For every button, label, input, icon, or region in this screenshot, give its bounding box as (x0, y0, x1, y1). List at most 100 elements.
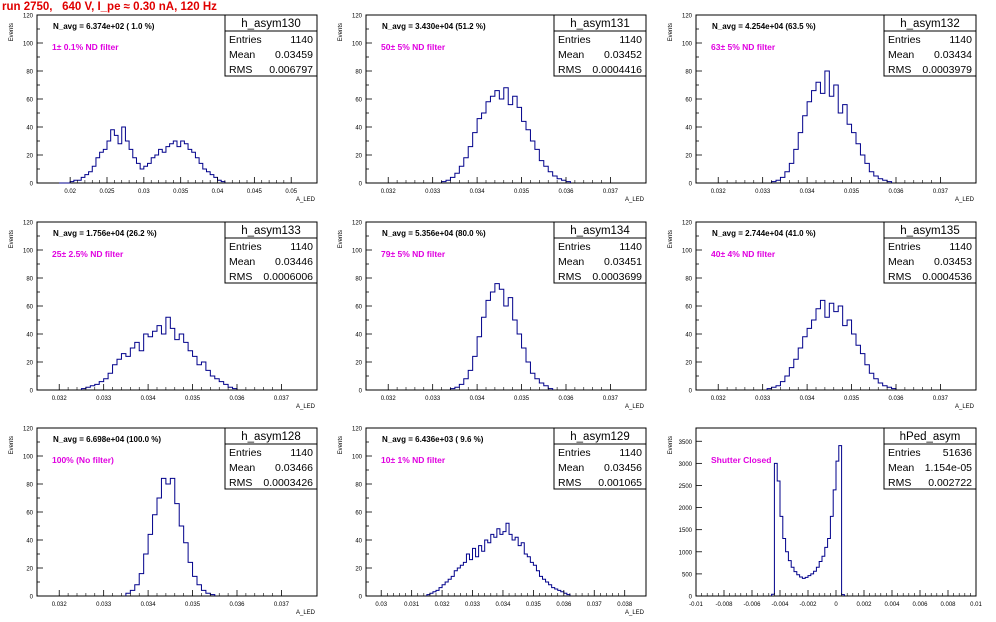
y-axis-label: Events (668, 230, 674, 248)
x-tick-label: 0.05 (285, 189, 297, 195)
y-tick-label: 0 (30, 182, 34, 188)
x-tick-label: 0.033 (755, 396, 771, 402)
histogram-panel: 0 20 40 60 80 100 120 0.032 0.033 0.034 0.035 0.036… (9, 427, 318, 616)
stats-rms-label: RMS (229, 271, 252, 283)
y-tick-label: 500 (682, 572, 693, 578)
y-tick-label: 60 (26, 98, 33, 104)
stats-box (553, 14, 647, 77)
y-tick-label: 3000 (679, 462, 693, 468)
y-tick-label: 20 (26, 154, 33, 160)
histogram-name: h_asym130 (241, 18, 300, 30)
x-tick-label: 0.032 (711, 396, 727, 402)
y-tick-label: 40 (355, 333, 362, 339)
y-tick-label: 20 (685, 361, 692, 367)
x-tick-label: 0.045 (247, 189, 263, 195)
y-tick-label: 2000 (679, 506, 693, 512)
y-tick-label: 120 (352, 221, 363, 227)
stats-rms-value: 0.006797 (269, 64, 313, 76)
stats-box (553, 427, 647, 490)
stats-rms-label: RMS (558, 271, 581, 283)
x-tick-label: 0.033 (425, 189, 441, 195)
x-tick-label: 0.033 (465, 602, 481, 608)
stats-mean-label: Mean (558, 256, 584, 268)
histogram-line (449, 283, 554, 390)
histogram-name: h_asym132 (900, 18, 959, 30)
filter-annotation: 50± 5% ND filter (381, 42, 446, 52)
y-tick-label: 3500 (679, 440, 693, 446)
x-tick-label: 0.036 (556, 602, 572, 608)
x-axis-label: A_LED (625, 404, 645, 410)
x-tick-label: 0.03 (138, 189, 150, 195)
y-tick-label: 40 (26, 333, 33, 339)
x-tick-label: 0 (834, 602, 838, 608)
stats-rms-label: RMS (558, 64, 581, 76)
y-tick-label: 0 (689, 595, 693, 601)
stats-rms-label: RMS (229, 477, 252, 489)
y-tick-label: 2500 (679, 484, 693, 490)
y-tick-label: 80 (355, 277, 362, 283)
histogram-panel: 0 500 1000 1500 2000 2500 3000 3500 -0.01 -0.008 -… (668, 427, 982, 608)
y-tick-label: 0 (689, 389, 693, 395)
stats-mean-value: 0.03446 (275, 256, 313, 268)
stats-entries-value: 1140 (619, 447, 642, 459)
y-tick-label: 60 (355, 305, 362, 311)
y-tick-label: 0 (359, 182, 363, 188)
x-tick-label: 0.032 (381, 189, 397, 195)
histogram-line (771, 70, 893, 183)
x-tick-label: 0.02 (64, 189, 76, 195)
x-tick-label: 0.036 (888, 396, 904, 402)
x-tick-label: 0.035 (844, 189, 860, 195)
y-tick-label: 20 (685, 154, 692, 160)
x-tick-label: 0.035 (185, 396, 201, 402)
y-tick-label: 40 (355, 126, 362, 132)
histogram-line (426, 522, 571, 596)
x-tick-label: 0.034 (470, 396, 486, 402)
stats-rms-label: RMS (888, 271, 911, 283)
histogram-name: h_asym131 (570, 18, 629, 30)
histogram-panel: 0 20 40 60 80 100 120 0.032 0.033 0.034 0.035 0.036… (338, 221, 647, 410)
stats-entries-value: 1140 (949, 241, 972, 253)
histogram-line (766, 299, 897, 390)
stats-rms-value: 0.001065 (598, 477, 642, 489)
y-tick-label: 20 (26, 361, 33, 367)
y-axis-label: Events (338, 23, 344, 41)
stats-mean-label: Mean (558, 462, 584, 474)
x-tick-label: 0.037 (274, 396, 290, 402)
stats-mean-value: 0.03451 (604, 256, 642, 268)
x-tick-label: 0.033 (755, 189, 771, 195)
stats-rms-label: RMS (888, 64, 911, 76)
y-tick-label: 20 (355, 154, 362, 160)
y-axis-label: Events (9, 23, 15, 41)
x-tick-label: -0.008 (715, 602, 733, 608)
y-tick-label: 20 (355, 361, 362, 367)
histogram-panel: 0 20 40 60 80 100 120 0.03 0.031 0.032 0.033 0.034 0… (338, 427, 647, 616)
histogram-line (771, 445, 845, 596)
page-title: run 2750, 640 V, I_pe ≈ 0.30 nA, 120 Hz (2, 1, 217, 13)
y-axis-label: Events (338, 436, 344, 454)
x-tick-label: 0.036 (229, 602, 245, 608)
x-tick-label: 0.038 (617, 602, 633, 608)
y-tick-label: 100 (352, 249, 363, 255)
x-tick-label: 0.035 (514, 189, 530, 195)
x-axis-label: A_LED (955, 197, 975, 203)
y-tick-label: 20 (355, 567, 362, 573)
stats-entries-value: 1140 (619, 241, 642, 253)
stats-mean-label: Mean (888, 462, 914, 474)
y-tick-label: 80 (355, 70, 362, 76)
filter-annotation: 100% (No filter) (52, 455, 114, 465)
x-tick-label: 0.037 (933, 396, 949, 402)
y-tick-label: 40 (685, 126, 692, 132)
y-tick-label: 0 (689, 182, 693, 188)
histogram-panel: 0 20 40 60 80 100 120 0.032 0.033 0.034 0.035 0.036… (668, 14, 977, 203)
x-tick-label: 0.032 (52, 396, 68, 402)
x-tick-label: 0.034 (470, 189, 486, 195)
stats-entries-label: Entries (558, 34, 591, 46)
stats-entries-label: Entries (888, 241, 921, 253)
stats-box (224, 14, 318, 77)
stats-mean-label: Mean (888, 256, 914, 268)
stats-entries-value: 1140 (290, 241, 313, 253)
x-tick-label: 0.004 (884, 602, 900, 608)
x-tick-label: 0.037 (274, 602, 290, 608)
stats-mean-label: Mean (229, 462, 255, 474)
y-tick-label: 40 (26, 126, 33, 132)
